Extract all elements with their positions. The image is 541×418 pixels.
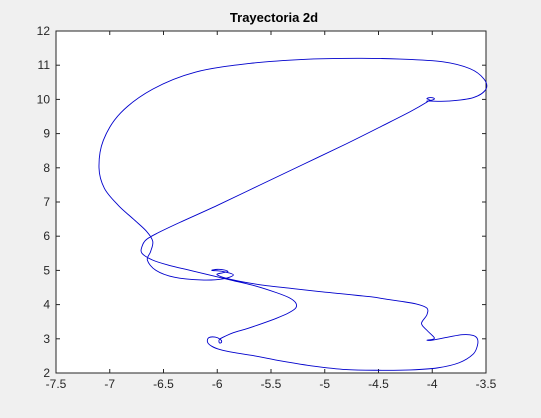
y-tick-label: 5 — [43, 263, 50, 277]
plot-area — [55, 30, 487, 374]
y-tick-label: 4 — [43, 298, 50, 312]
y-tick-label: 6 — [43, 229, 50, 243]
x-tick-label: -6 — [212, 377, 223, 391]
y-tick-label: 11 — [38, 58, 51, 72]
y-tick-label: 12 — [37, 24, 51, 38]
y-axis: 2 3 4 5 6 7 8 9 10 11 12 — [37, 24, 486, 380]
x-tick-label: -4.5 — [368, 377, 389, 391]
trajectory-line — [98, 57, 488, 371]
y-tick-label: 7 — [43, 195, 50, 209]
x-axis: -7.5 -7 -6.5 -6 -5.5 -5 -4.5 -4 -3.5 — [46, 31, 497, 391]
x-tick-label: -3.5 — [476, 377, 497, 391]
y-tick-label: 3 — [43, 332, 50, 346]
y-tick-label: 10 — [37, 92, 51, 106]
chart-title: Trayectoria 2d — [230, 10, 318, 25]
x-tick-label: -7 — [104, 377, 115, 391]
y-tick-label: 8 — [43, 161, 50, 175]
x-tick-label: -7.5 — [46, 377, 67, 391]
y-tick-label: 9 — [43, 127, 50, 141]
x-tick-label: -4 — [427, 377, 438, 391]
x-tick-label: -5.5 — [261, 377, 282, 391]
y-tick-label: 2 — [43, 366, 50, 380]
series-layer — [98, 57, 488, 371]
x-tick-label: -5 — [319, 377, 330, 391]
x-tick-label: -6.5 — [153, 377, 174, 391]
